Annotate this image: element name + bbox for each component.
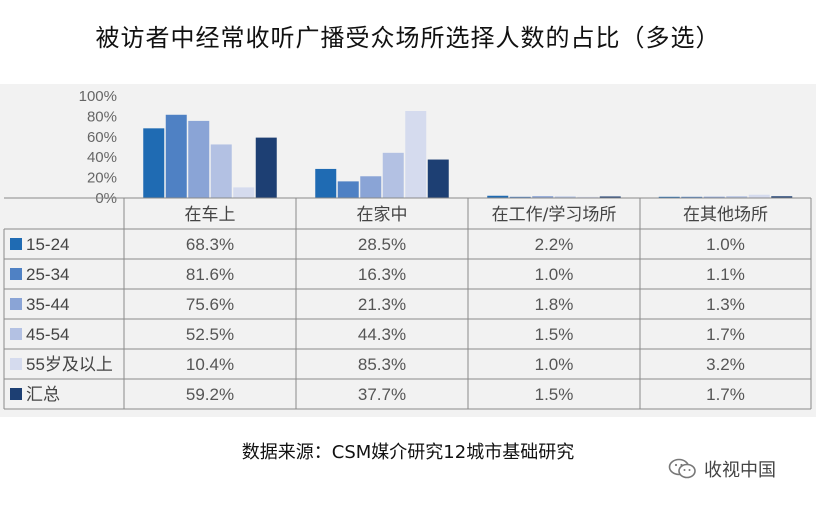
bar	[726, 196, 748, 198]
bar	[255, 137, 277, 198]
data-cell: 1.8%	[535, 295, 574, 314]
data-cell: 1.3%	[706, 295, 745, 314]
category-label: 在家中	[357, 205, 408, 225]
bar	[315, 168, 337, 198]
data-cell: 37.7%	[358, 385, 406, 404]
bar	[382, 152, 404, 198]
brand-watermark: 收视中国	[668, 456, 776, 482]
y-tick-label: 40%	[87, 149, 117, 166]
bar	[337, 181, 359, 198]
y-tick-label: 60%	[87, 129, 117, 146]
bar	[532, 196, 554, 198]
bar	[405, 110, 427, 198]
bar	[188, 120, 210, 198]
data-cell: 85.3%	[358, 355, 406, 374]
data-cell: 44.3%	[358, 325, 406, 344]
data-cell: 28.5%	[358, 235, 406, 254]
data-cell: 3.2%	[706, 355, 745, 374]
legend-swatch	[10, 358, 22, 370]
bar	[771, 196, 793, 198]
y-tick-label: 80%	[87, 108, 117, 125]
bar	[748, 194, 770, 198]
legend-swatch	[10, 268, 22, 280]
category-label: 在工作/学习场所	[492, 205, 617, 225]
data-cell: 75.6%	[186, 295, 234, 314]
series-label: 35-44	[26, 295, 69, 314]
data-cell: 21.3%	[358, 295, 406, 314]
bar	[233, 187, 255, 198]
bar	[360, 176, 382, 198]
data-cell: 2.2%	[535, 235, 574, 254]
data-source-note: 数据来源：CSM媒介研究12城市基础研究	[241, 442, 575, 463]
category-label: 在其他场所	[683, 205, 768, 225]
data-cell: 1.7%	[706, 385, 745, 404]
series-label: 汇总	[26, 385, 60, 404]
legend-swatch	[10, 298, 22, 310]
legend-swatch	[10, 388, 22, 400]
bar	[703, 196, 725, 198]
bar	[577, 196, 599, 198]
data-cell: 81.6%	[186, 265, 234, 284]
bar	[487, 195, 509, 198]
series-label: 25-34	[26, 265, 69, 284]
data-cell: 1.0%	[706, 235, 745, 254]
chart-title: 被访者中经常收听广播受众场所选择人数的占比（多选）	[95, 24, 721, 52]
data-cell: 68.3%	[186, 235, 234, 254]
y-tick-label: 20%	[87, 170, 117, 187]
data-cell: 59.2%	[186, 385, 234, 404]
bar	[165, 114, 187, 198]
series-label: 55岁及以上	[26, 355, 113, 374]
bar	[509, 196, 531, 198]
data-cell: 1.5%	[535, 325, 574, 344]
data-cell: 16.3%	[358, 265, 406, 284]
bar	[599, 196, 621, 198]
bar	[210, 144, 232, 198]
series-label: 15-24	[26, 235, 69, 254]
data-cell: 1.0%	[535, 265, 574, 284]
bar	[658, 196, 680, 198]
data-cell: 1.5%	[535, 385, 574, 404]
brand-name: 收视中国	[704, 460, 776, 481]
bar	[554, 196, 576, 198]
data-cell: 1.7%	[706, 325, 745, 344]
category-label: 在车上	[185, 205, 236, 225]
bar	[143, 128, 165, 198]
data-cell: 52.5%	[186, 325, 234, 344]
data-cell: 1.1%	[706, 265, 745, 284]
bar	[427, 159, 449, 198]
series-label: 45-54	[26, 325, 69, 344]
bar-chart-with-data-table: 100%80%60%40%20%0%在车上 在家中 在工作/学习场所 在其他场所15-…	[3, 88, 812, 410]
data-cell: 1.0%	[535, 355, 574, 374]
legend-swatch	[10, 328, 22, 340]
legend-swatch	[10, 238, 22, 250]
data-cell: 10.4%	[186, 355, 234, 374]
wechat-icon	[668, 458, 696, 479]
bar	[681, 196, 703, 198]
y-tick-label: 100%	[79, 88, 117, 105]
